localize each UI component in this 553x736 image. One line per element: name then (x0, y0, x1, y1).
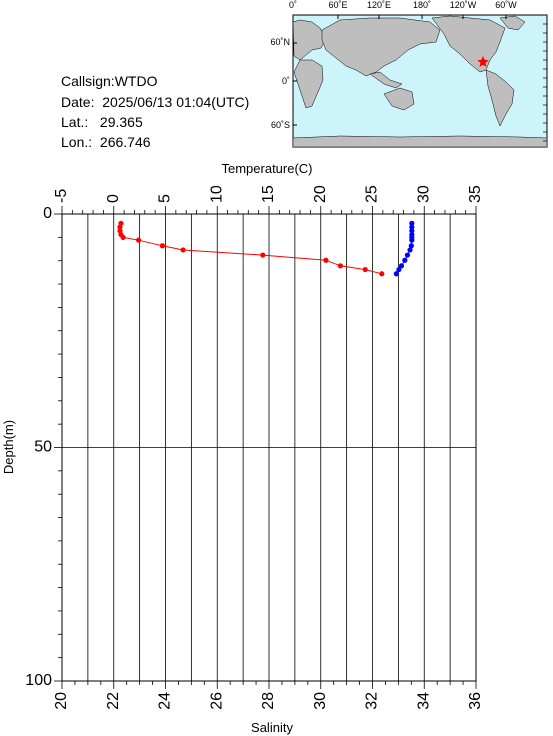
map-landmass (321, 17, 441, 77)
salinity-tick-label: 34 (415, 692, 432, 710)
temperature-tick-label: 5 (157, 194, 174, 203)
plot-frame (61, 213, 477, 682)
salinity-tick-label: 32 (364, 692, 381, 710)
map-landmass (431, 15, 506, 73)
map-lat-label: 60˚N (270, 37, 290, 47)
salinity-tick-label: 26 (208, 692, 225, 710)
temperature-tick-labels: -5 0 5 10 15 20 25 30 35 (53, 185, 484, 203)
temperature-tick-label: 30 (415, 185, 432, 203)
temperature-tick-label: 10 (208, 185, 225, 203)
temperature-tick-label: 15 (260, 185, 277, 203)
temperature-data-point (362, 266, 368, 273)
temperature-tick-label: 20 (312, 185, 329, 203)
map-lon-label: 60˚E (328, 0, 347, 10)
temperature-data-point (260, 252, 266, 258)
map-landmass (293, 59, 324, 109)
depth-tick-label: 50 (34, 439, 52, 456)
date-text: Date: 2025/06/13 01:04(UTC) (61, 94, 250, 110)
temperature-data-point (379, 271, 385, 277)
salinity-data-point (409, 228, 415, 234)
salinity-data-point (402, 257, 408, 263)
map-lon-label: 120˚W (450, 0, 477, 10)
map-top-labels: 0˚ 60˚E 120˚E 180˚ 120˚W 60˚W (289, 0, 517, 10)
map-left-labels: 60˚N 0˚ 60˚S (270, 37, 290, 130)
temperature-tick-label: 35 (467, 185, 484, 203)
temperature-data-point (337, 263, 344, 269)
salinity-data-point (408, 243, 414, 249)
salinity-data-point (409, 220, 415, 226)
temperature-data-point (180, 247, 186, 253)
grid-lines (62, 214, 476, 681)
map-lon-label: 180˚ (413, 0, 431, 10)
temperature-data-point (323, 257, 329, 263)
latitude-text: Lat.: 29.365 (61, 114, 143, 130)
temperature-tick-label: 25 (364, 185, 381, 203)
series-layer (117, 220, 415, 277)
map-landmass (292, 19, 327, 61)
map-lat-label: 60˚S (271, 120, 290, 130)
salinity-data-point (404, 252, 411, 258)
map-lat-label: 0˚ (282, 76, 290, 86)
y-axis-label: Depth(m) (1, 420, 16, 474)
temperature-data-point (120, 234, 126, 240)
salinity-data-point (396, 266, 402, 273)
bottom-axis-label: Salinity (251, 720, 293, 735)
axis-ticks (54, 206, 477, 689)
map-landmass (292, 135, 548, 148)
longitude-text: Lon.: 266.746 (61, 134, 151, 150)
salinity-data-point (409, 224, 415, 230)
depth-tick-label: 0 (43, 205, 52, 222)
salinity-data-point (398, 263, 405, 269)
salinity-tick-label: 20 (53, 692, 70, 710)
location-star-icon (477, 56, 489, 67)
map-lon-label: 60˚W (495, 0, 517, 10)
salinity-tick-label: 28 (260, 692, 277, 710)
salinity-tick-label: 30 (312, 692, 329, 710)
salinity-tick-labels: 20 22 24 26 28 30 32 34 36 (53, 692, 484, 710)
depth-tick-label: 100 (25, 672, 52, 689)
temperature-data-point (159, 243, 165, 249)
temperature-data-point (135, 237, 142, 243)
map-lon-label: 0˚ (289, 0, 297, 10)
salinity-tick-label: 24 (157, 692, 174, 710)
callsign-text: Callsign:WTDO (61, 73, 158, 89)
depth-tick-labels: 0 50 100 (25, 205, 52, 689)
map-landmass (485, 69, 515, 127)
map-frame (292, 14, 548, 148)
salinity-data-point (393, 271, 399, 277)
temperature-tick-label: -5 (53, 189, 70, 203)
salinity-tick-label: 36 (467, 692, 484, 710)
temperature-tick-label: 0 (105, 194, 122, 203)
top-axis-label: Temperature(C) (221, 161, 312, 176)
salinity-tick-label: 22 (105, 692, 122, 710)
map-lon-label: 120˚E (367, 0, 391, 10)
temperature-data-point (117, 224, 123, 230)
map-landmass (383, 87, 415, 111)
map-landmass (369, 71, 403, 89)
salinity-data-point (407, 247, 413, 253)
map-landmass (499, 15, 526, 31)
salinity-data-point (409, 237, 415, 243)
